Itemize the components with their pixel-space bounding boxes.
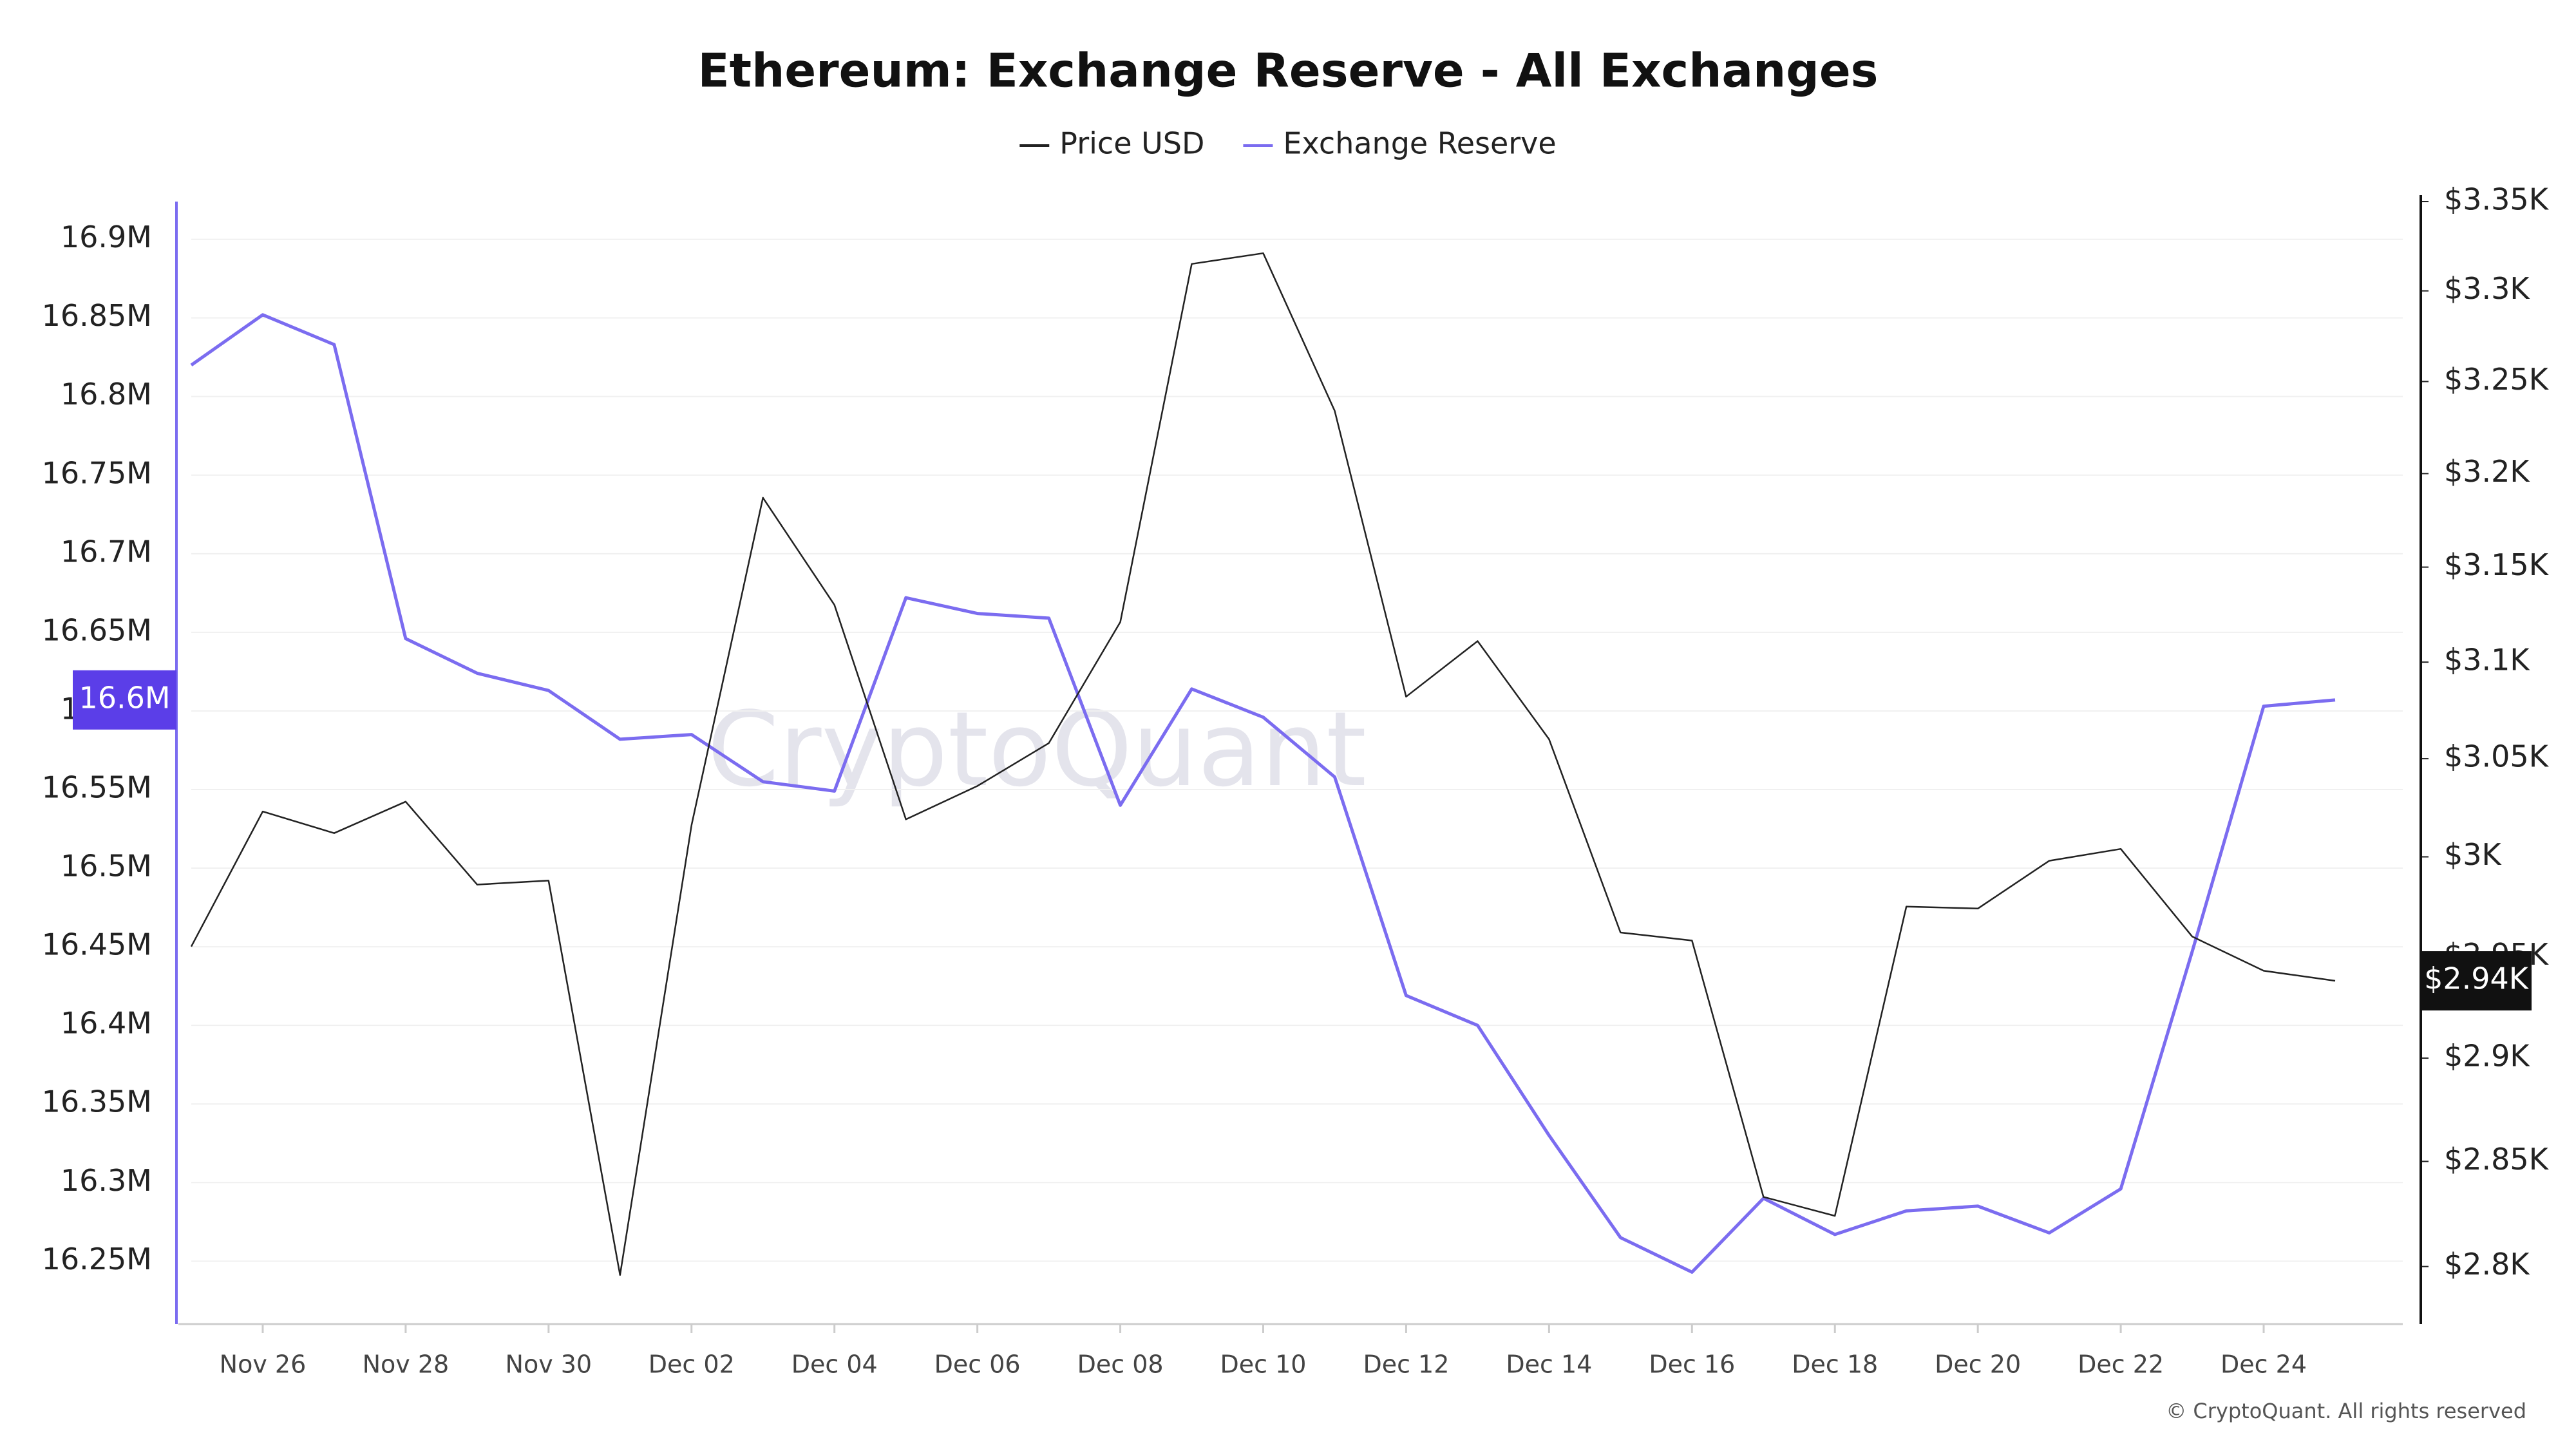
value-label-box xyxy=(2421,951,2532,1011)
y2-tick-label: $3K xyxy=(2444,837,2503,872)
series-line xyxy=(190,252,2336,1276)
legend-item: Price USD xyxy=(1019,126,1204,161)
y-tick-label: 16.7M xyxy=(61,534,152,569)
y2-tick-label: $3.3K xyxy=(2444,271,2530,306)
legend-label: Exchange Reserve xyxy=(1283,126,1556,161)
y-tick-label: 16.8M xyxy=(61,377,152,412)
y-tick-label: 16.5M xyxy=(61,849,152,884)
y-tick-label: 16.65M xyxy=(42,612,152,647)
x-tick-label: Dec 04 xyxy=(791,1350,878,1379)
x-tick-label: Dec 14 xyxy=(1506,1350,1592,1379)
y2-tick-label: $2.85K xyxy=(2444,1142,2550,1177)
x-tick-label: Dec 08 xyxy=(1077,1350,1164,1379)
x-tick-label: Dec 22 xyxy=(2078,1350,2164,1379)
chart-title: Ethereum: Exchange Reserve - All Exchang… xyxy=(697,44,1878,98)
y-tick-label: 16.4M xyxy=(61,1006,152,1041)
y-tick-label: 16.75M xyxy=(42,455,152,490)
y2-tick-label: $2.9K xyxy=(2444,1039,2530,1074)
x-tick-label: Dec 12 xyxy=(1363,1350,1449,1379)
y-tick-label: 16.55M xyxy=(42,770,152,805)
value-label: 16.6M xyxy=(79,680,170,715)
x-tick-label: Dec 18 xyxy=(1792,1350,1878,1379)
x-tick-label: Dec 16 xyxy=(1649,1350,1735,1379)
x-tick-label: Dec 24 xyxy=(2221,1350,2307,1379)
x-tick-label: Dec 20 xyxy=(1935,1350,2021,1379)
y2-tick-label: $3.25K xyxy=(2444,362,2550,397)
copyright: © CryptoQuant. All rights reserved xyxy=(2166,1399,2526,1423)
y2-tick-label: $3.05K xyxy=(2444,739,2550,774)
y-tick-label: 16.35M xyxy=(42,1084,152,1119)
x-tick-label: Nov 28 xyxy=(363,1350,450,1379)
x-tick-label: Nov 26 xyxy=(220,1350,307,1379)
y-tick-label: 16.9M xyxy=(61,220,152,254)
y2-tick-label: $3.15K xyxy=(2444,547,2550,582)
watermark: CryptoQuant xyxy=(707,689,1367,810)
x-tick-label: Dec 02 xyxy=(649,1350,735,1379)
value-label: $2.94K xyxy=(2424,961,2530,996)
value-label-box xyxy=(73,670,176,730)
legend-label: Price USD xyxy=(1059,126,1204,161)
y2-tick-label: $3.2K xyxy=(2444,454,2530,489)
y-tick-label: 16.25M xyxy=(42,1242,152,1276)
legend-item: Exchange Reserve xyxy=(1243,126,1557,161)
y-tick-label: 16.85M xyxy=(42,298,152,333)
x-tick-label: Dec 10 xyxy=(1220,1350,1307,1379)
y2-tick-label: $3.35K xyxy=(2444,182,2550,217)
y-tick-label: 16.3M xyxy=(61,1163,152,1198)
y2-tick-label: $3.1K xyxy=(2444,643,2530,677)
series-line xyxy=(190,313,2336,1274)
y2-tick-label: $2.8K xyxy=(2444,1247,2530,1282)
y-tick-label: 16.45M xyxy=(42,927,152,962)
x-tick-label: Dec 06 xyxy=(934,1350,1021,1379)
x-tick-label: Nov 30 xyxy=(506,1350,592,1379)
